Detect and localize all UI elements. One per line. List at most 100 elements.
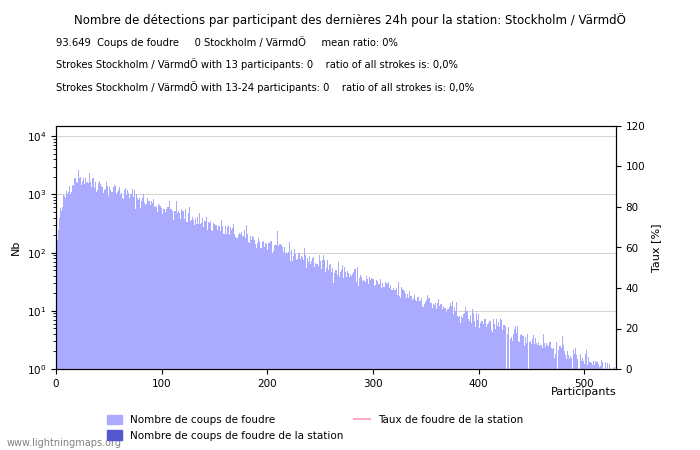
Bar [453,315,454,450]
Bar [119,187,120,450]
Bar [405,294,406,450]
Bar [142,198,144,450]
Bar [601,360,602,450]
Bar [490,321,491,450]
Bar [296,260,297,450]
Bar [563,345,564,450]
Bar [107,186,108,450]
Bar [594,365,596,450]
Bar [564,351,565,450]
Bar [61,211,62,450]
Bar [195,219,196,450]
Bar [328,270,329,450]
Bar [273,251,274,450]
Bar [225,234,227,450]
Bar [332,268,333,450]
Bar [65,198,66,450]
Bar [438,299,439,450]
Bar [578,369,580,450]
Bar [414,300,416,450]
Bar [508,327,509,450]
Bar [501,320,503,450]
Bar [262,241,264,450]
Bar [602,362,603,450]
Bar [418,297,419,450]
Bar [503,324,505,450]
Bar [484,320,486,450]
Bar [233,224,234,450]
Bar [60,208,61,450]
Bar [547,345,548,450]
Bar [441,304,442,450]
Bar [241,232,242,450]
Bar [294,249,295,450]
Bar [608,369,609,450]
Bar [337,262,339,450]
Bar [101,186,102,450]
Bar [399,296,400,450]
Bar [600,366,601,450]
Bar [588,356,589,450]
Bar [238,234,239,450]
Bar [183,211,184,450]
Bar [406,298,407,450]
Bar [78,178,80,450]
Bar [511,337,512,450]
Bar [116,194,117,450]
Bar [175,212,176,450]
Bar [138,200,139,450]
Bar [155,206,156,450]
Bar [150,201,152,450]
Bar [256,248,258,450]
Bar [509,369,510,450]
Bar [346,277,347,450]
Bar [279,244,281,450]
Bar [499,327,500,450]
Bar [443,306,444,450]
Bar [526,334,528,450]
Bar [298,252,300,450]
Bar [123,198,124,450]
Bar [228,225,229,450]
Bar [69,186,70,450]
Bar [292,261,293,450]
Bar [254,240,256,450]
Bar [473,313,474,450]
Bar [466,311,468,450]
Bar [176,201,177,450]
Bar [488,323,489,450]
Bar [118,190,119,450]
Bar [265,243,266,450]
Bar [325,272,326,450]
Bar [227,226,228,450]
Bar [167,207,169,450]
Bar [536,343,538,450]
Bar [491,329,492,450]
Bar [267,250,268,450]
Bar [156,207,157,450]
Bar [470,323,472,450]
Bar [462,318,463,450]
Bar [458,316,459,450]
Bar [377,281,378,450]
Bar [330,264,331,450]
Bar [100,184,101,450]
Bar [335,270,337,450]
Bar [512,341,513,450]
Text: 93.649  Coups de foudre     0 Stockholm / VärmdÖ     mean ratio: 0%: 93.649 Coups de foudre 0 Stockholm / Vär… [56,36,398,48]
Y-axis label: Taux [%]: Taux [%] [651,223,661,272]
Bar [407,294,408,450]
Bar [459,316,460,450]
Bar [236,238,237,450]
Bar [362,281,363,450]
Bar [379,284,380,450]
Bar [97,190,98,450]
Bar [333,283,335,450]
Bar [165,212,167,450]
Bar [126,194,127,450]
Bar [99,181,100,450]
Bar [286,252,287,450]
Bar [320,261,321,450]
Bar [194,225,195,450]
Bar [169,209,171,450]
